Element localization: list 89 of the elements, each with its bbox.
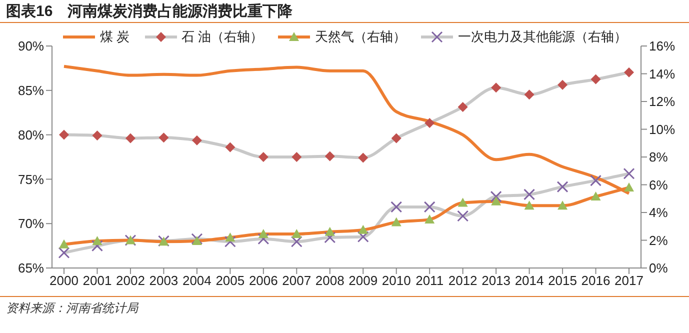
point	[556, 181, 568, 193]
point	[191, 233, 203, 245]
x-tick-label: 2007	[282, 273, 312, 288]
point	[192, 135, 202, 146]
point	[424, 214, 435, 224]
point	[390, 201, 402, 213]
x-tick-label: 2005	[216, 273, 245, 288]
x-tick-label: 2013	[482, 273, 511, 288]
point	[458, 102, 468, 112]
point	[524, 188, 536, 200]
point	[491, 82, 502, 93]
y-tick-label: 80%	[18, 127, 44, 142]
point	[590, 174, 602, 186]
y2-tick-label: 4%	[649, 205, 668, 220]
x-tick-label: 2009	[348, 273, 378, 288]
point	[623, 168, 635, 180]
legend-label: 石 油（右轴）	[180, 28, 264, 46]
x-tick-label: 2011	[416, 273, 444, 288]
point	[424, 201, 436, 213]
point	[192, 236, 202, 245]
x-tick-label: 2000	[50, 273, 78, 288]
y2-tick-label: 12%	[649, 94, 676, 110]
y-tick-label: 90%	[18, 38, 44, 54]
x-tick-label: 2012	[448, 273, 478, 288]
y2-tick-label: 14%	[649, 66, 676, 82]
point	[558, 80, 568, 90]
point	[324, 232, 336, 244]
point	[258, 152, 268, 162]
point	[590, 74, 601, 84]
point	[624, 182, 634, 192]
legend-label: 天然气（右轴）	[314, 28, 406, 46]
legend-label: 煤 炭	[98, 28, 130, 46]
point	[59, 130, 69, 140]
y2-tick-label: 8%	[649, 150, 668, 165]
chart-title: 图表16 河南煤炭消费占能源消费比重下降	[6, 2, 293, 21]
point	[491, 196, 502, 206]
x-tick-label: 2006	[248, 273, 278, 288]
point	[125, 133, 136, 144]
point	[91, 240, 103, 252]
point	[324, 226, 335, 236]
x-tick-label: 2004	[182, 273, 212, 288]
point	[358, 152, 368, 163]
point	[225, 142, 236, 152]
y2-tick-label: 6%	[649, 177, 668, 192]
point	[624, 67, 634, 78]
y-tick-label: 85%	[18, 83, 44, 98]
y2-tick-label: 0%	[649, 260, 668, 276]
point	[457, 210, 469, 222]
x-tick-label: 2002	[116, 273, 145, 288]
point	[58, 246, 70, 258]
point	[391, 133, 402, 144]
legend-label: 一次电力及其他能源（右轴）	[457, 28, 628, 46]
point	[424, 118, 435, 128]
y-tick-label: 65%	[18, 260, 44, 276]
point	[524, 90, 534, 100]
x-tick-label: 2014	[514, 273, 544, 288]
point	[524, 200, 534, 210]
x-tick-label: 2008	[315, 273, 344, 288]
x-tick-label: 2003	[149, 273, 178, 288]
point	[224, 236, 236, 248]
point	[92, 130, 102, 140]
point	[258, 229, 268, 238]
point	[292, 229, 302, 238]
y-tick-label: 75%	[18, 172, 44, 187]
point	[558, 200, 568, 210]
point	[292, 152, 302, 162]
x-tick-label: 2001	[82, 273, 112, 288]
y-tick-label: 70%	[18, 216, 44, 232]
point	[92, 236, 102, 245]
point	[458, 198, 468, 207]
point	[225, 232, 236, 242]
point	[324, 151, 335, 162]
point	[158, 132, 169, 143]
y2-tick-label: 10%	[649, 122, 676, 137]
point	[358, 224, 368, 234]
x-tick-label: 2015	[548, 273, 577, 288]
point	[590, 192, 601, 201]
point	[258, 233, 270, 245]
y2-tick-label: 16%	[649, 38, 676, 54]
x-tick-label: 2016	[581, 273, 610, 288]
point	[391, 217, 402, 226]
x-tick-label: 2017	[614, 273, 644, 288]
text: 资料来源：河南省统计局	[6, 300, 138, 317]
x-tick-label: 2010	[382, 273, 411, 288]
point	[357, 231, 369, 243]
point	[59, 239, 69, 248]
point	[490, 190, 502, 202]
y2-tick-label: 2%	[649, 232, 668, 248]
point	[290, 236, 302, 248]
